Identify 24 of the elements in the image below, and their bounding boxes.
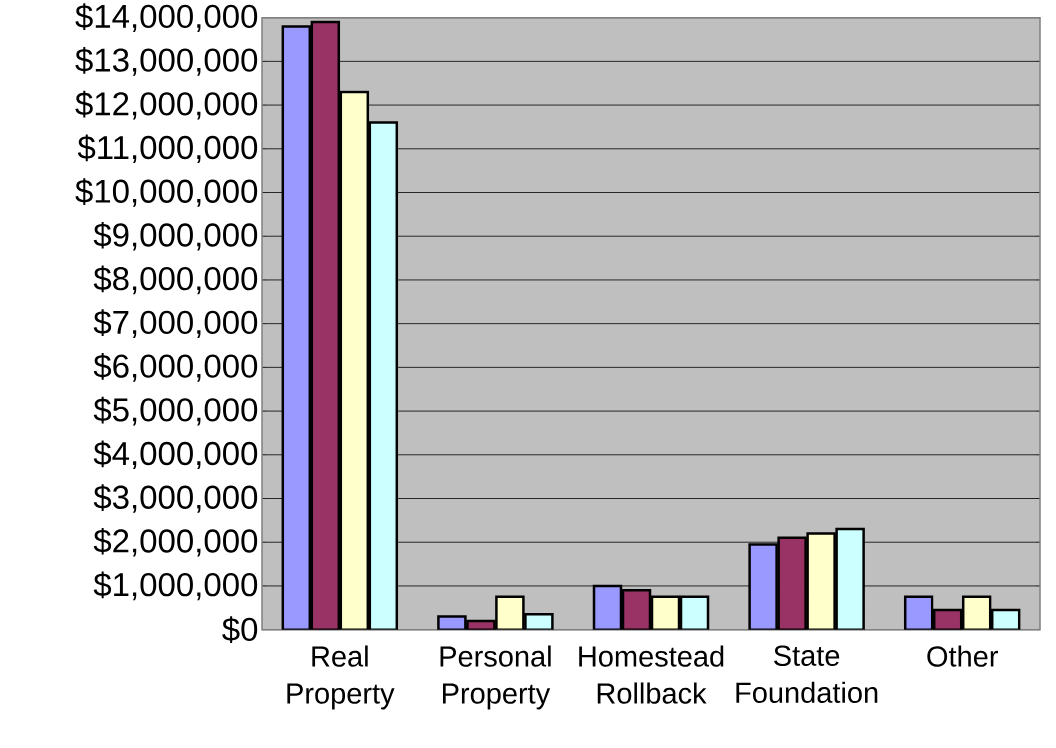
y-tick-label: $4,000,000 <box>93 440 258 470</box>
y-tick-label: $3,000,000 <box>93 484 258 514</box>
y-tick-label: $10,000,000 <box>75 178 258 207</box>
bar <box>311 22 339 630</box>
x-tick-label: Homestead Rollback <box>579 645 724 704</box>
y-tick-label: $8,000,000 <box>93 265 258 295</box>
y-tick-label: $0 <box>222 616 258 644</box>
y-tick-label: $11,000,000 <box>77 134 258 164</box>
y-tick-label: $2,000,000 <box>93 528 258 557</box>
y-tick-label: $6,000,000 <box>93 353 258 382</box>
y-tick-label: $5,000,000 <box>93 396 258 426</box>
x-tick-label: Other <box>927 645 998 667</box>
x-tick-label: Real Property <box>287 645 395 710</box>
y-tick-label: $9,000,000 <box>93 222 258 251</box>
x-tick-label: Personal Property <box>440 645 551 710</box>
y-tick-label: $14,000,000 <box>75 3 258 33</box>
x-tick-label: State Foundation <box>736 645 878 704</box>
bar <box>340 92 368 630</box>
y-tick-label: $12,000,000 <box>75 90 258 120</box>
y-tick-label: $1,000,000 <box>93 571 258 601</box>
bar <box>369 122 397 630</box>
bar <box>282 26 310 630</box>
y-tick-label: $7,000,000 <box>93 309 258 339</box>
y-tick-label: $13,000,000 <box>75 47 258 76</box>
